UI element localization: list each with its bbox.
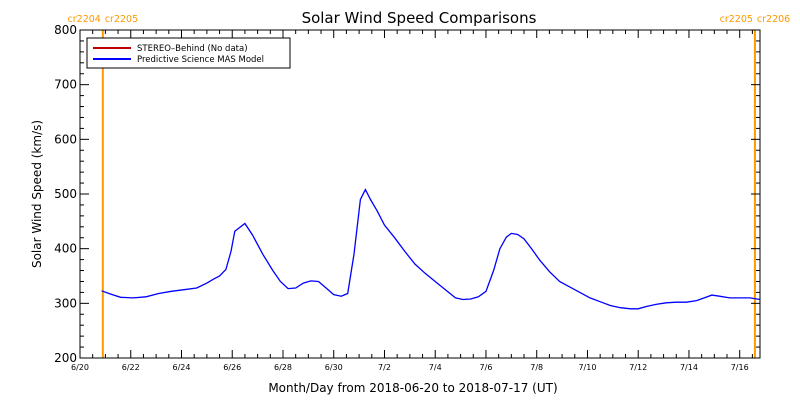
x-axis-label: Month/Day from 2018-06-20 to 2018-07-17 … [268, 381, 557, 395]
y-tick-label: 800 [54, 23, 77, 37]
legend-label-1: Predictive Science MAS Model [137, 55, 264, 65]
x-tick-label: 7/8 [530, 363, 543, 372]
y-tick-label: 300 [54, 296, 77, 310]
y-tick-label: 200 [54, 351, 77, 365]
x-tick-label: 7/2 [378, 363, 391, 372]
cr-label-left: cr2205 [720, 14, 753, 25]
x-tick-label: 7/10 [578, 363, 596, 372]
x-tick-label: 7/16 [731, 363, 749, 372]
cr-label-right: cr2206 [757, 14, 790, 25]
cr-label-left: cr2204 [68, 14, 101, 25]
cr-label-right: cr2205 [105, 14, 138, 25]
x-tick-label: 6/20 [71, 363, 89, 372]
x-tick-label: 7/4 [429, 363, 442, 372]
y-tick-label: 400 [54, 242, 77, 256]
y-tick-label: 600 [54, 132, 77, 146]
legend-label-0: STEREO–Behind (No data) [137, 44, 248, 54]
series-line-1 [101, 188, 761, 310]
plot-frame [79, 29, 761, 359]
x-tick-label: 7/14 [680, 363, 698, 372]
x-tick-label: 6/28 [274, 363, 292, 372]
y-tick-label: 700 [54, 78, 77, 92]
y-axis-label: Solar Wind Speed (km/s) [30, 120, 44, 268]
x-tick-label: 7/6 [480, 363, 493, 372]
legend-box [86, 37, 291, 69]
y-tick-label: 500 [54, 187, 77, 201]
x-tick-label: 6/22 [122, 363, 140, 372]
x-tick-label: 7/12 [629, 363, 647, 372]
x-tick-label: 6/24 [173, 363, 191, 372]
plot-layer: cr2204 cr2205 cr2205 cr2206 200 300 400 500 600 7… [54, 14, 790, 372]
x-tick-label: 6/30 [325, 363, 343, 372]
x-tick-label: 6/26 [223, 363, 241, 372]
chart-title: Solar Wind Speed Comparisons [302, 9, 537, 27]
